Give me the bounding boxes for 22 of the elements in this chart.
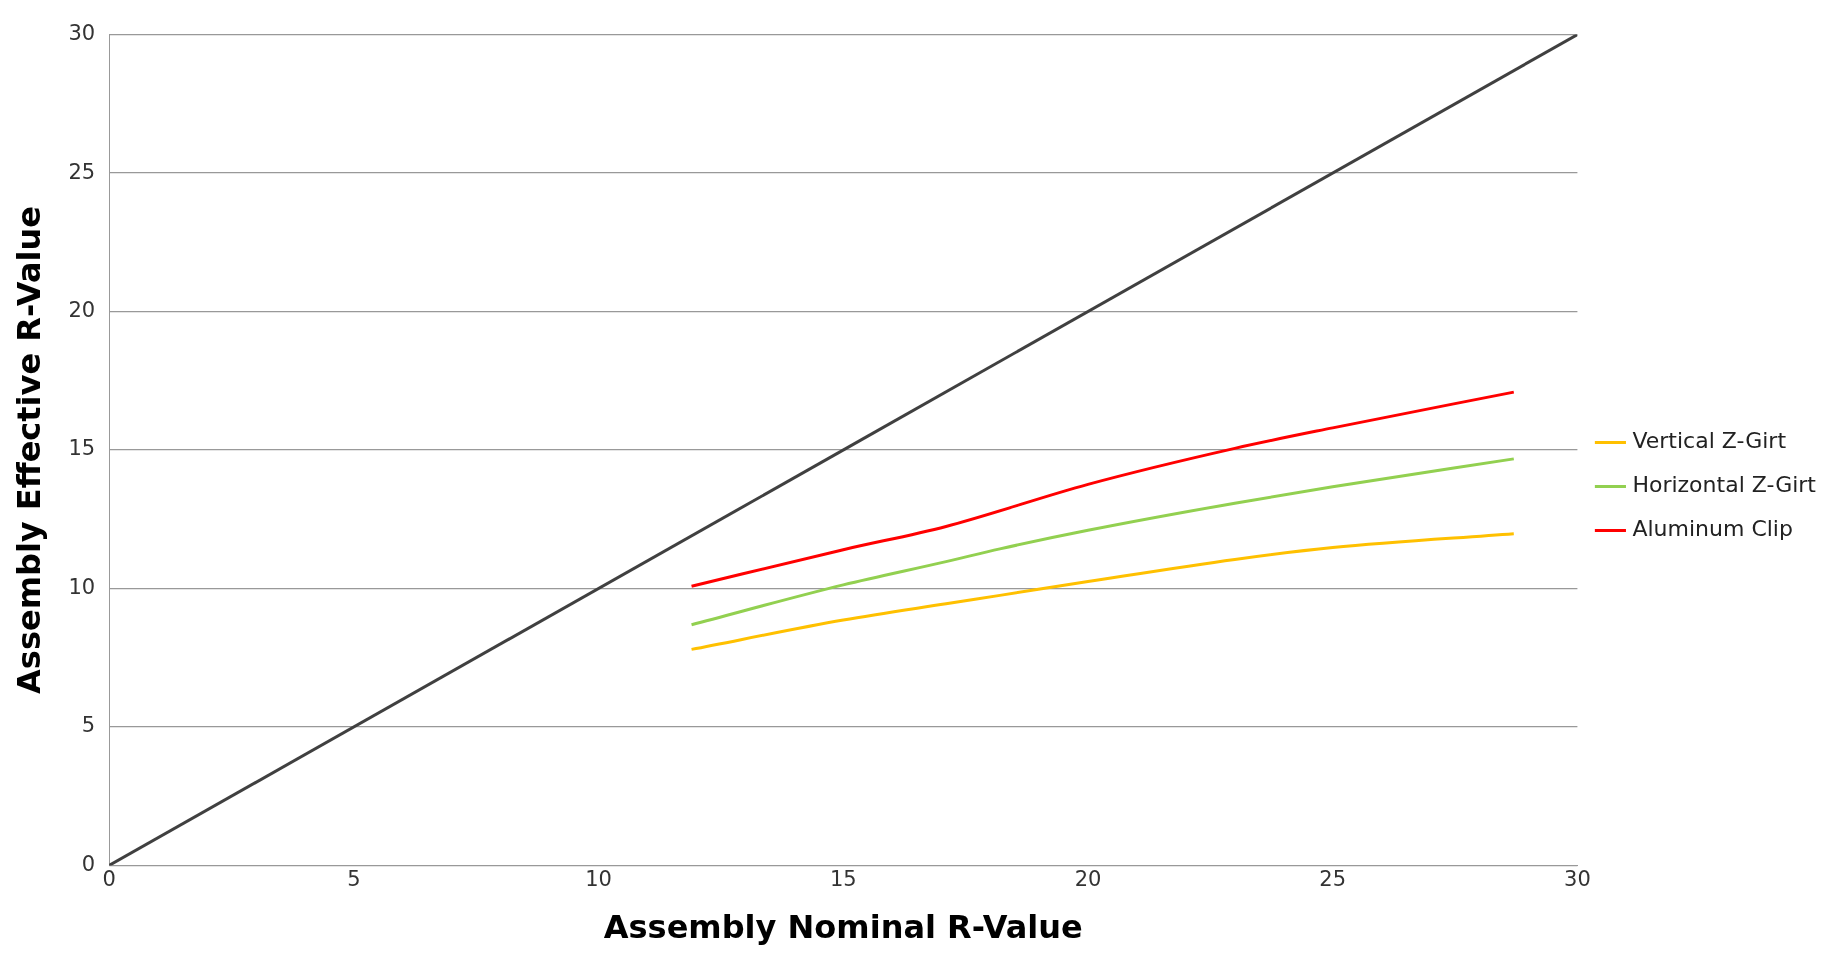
line-series (690, 390, 1516, 588)
x-tick-label: 20 (1074, 867, 1102, 892)
legend-label: Aluminum Clip (1632, 516, 1793, 542)
x-tick-label: 5 (347, 867, 361, 892)
legend-label: Horizontal Z-Girt (1632, 472, 1817, 498)
x-tick-label: 0 (102, 867, 116, 892)
x-tick-label: 15 (829, 867, 857, 892)
legend-label: Vertical Z-Girt (1632, 428, 1787, 454)
x-axis-title: Assembly Nominal R-Value (603, 908, 1083, 947)
y-tick-label: 10 (68, 574, 96, 599)
y-tick-label: 0 (81, 851, 96, 876)
y-tick-label: 15 (68, 436, 96, 461)
y-tick-label: 25 (68, 159, 96, 184)
y-axis-title: Assembly Effective R-Value (9, 206, 48, 694)
x-tick-label: 10 (585, 867, 612, 892)
y-tick-label: 5 (81, 713, 96, 738)
line-series (690, 457, 1516, 627)
line-series (690, 532, 1516, 651)
y-tick-label: 20 (68, 297, 96, 322)
x-tick-label: 25 (1319, 867, 1347, 892)
y-tick-label: 30 (68, 21, 96, 46)
x-tick-label: 30 (1564, 867, 1591, 892)
